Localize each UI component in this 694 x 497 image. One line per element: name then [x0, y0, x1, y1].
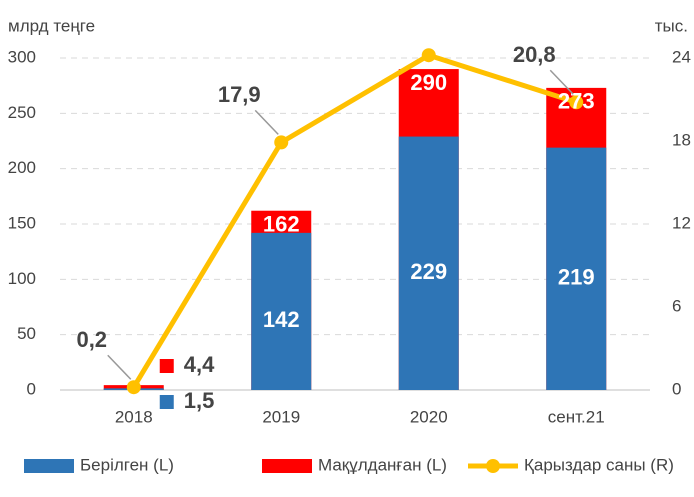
y-tick-label: 250	[8, 103, 36, 122]
legend-key	[262, 459, 312, 473]
y2-tick-label: 18	[672, 130, 691, 149]
x-tick-label: 2020	[410, 407, 448, 426]
x-tick-label: сент.21	[548, 407, 605, 426]
x-tick-label: 2019	[262, 407, 300, 426]
bar	[546, 147, 607, 390]
y2-tick-label: 0	[672, 379, 681, 398]
bar	[398, 136, 459, 390]
y2-axis-label: тыс.	[655, 16, 688, 35]
data-label: 0,2	[76, 327, 107, 352]
data-label: 17,9	[218, 82, 261, 107]
data-label: 20,8	[513, 42, 556, 67]
legend-key	[24, 459, 74, 473]
bar	[251, 232, 312, 390]
line	[131, 52, 578, 389]
label-key	[159, 359, 174, 373]
data-label: 142	[263, 307, 300, 332]
y2-tick-label: 24	[672, 47, 691, 66]
y2-tick-label: 12	[672, 213, 691, 232]
data-label: 1,5	[184, 388, 215, 413]
data-label: 219	[558, 265, 595, 290]
y-tick-label: 100	[8, 269, 36, 288]
data-label: 4,4	[184, 352, 215, 377]
line-marker	[274, 135, 289, 150]
x-tick-label: 2018	[115, 407, 153, 426]
y-tick-label: 300	[8, 47, 36, 66]
legend-key	[486, 459, 500, 473]
y2-tick-label: 6	[672, 296, 681, 315]
data-label: 290	[410, 70, 447, 95]
label-key	[159, 395, 174, 409]
y-tick-label: 200	[8, 158, 36, 177]
data-label: 162	[263, 212, 300, 237]
line-marker	[569, 95, 584, 110]
data-label: 229	[410, 259, 447, 284]
legend-label: Берілген (L)	[80, 455, 174, 474]
leader-line	[107, 354, 132, 380]
data-label: 273	[558, 89, 595, 114]
legend-label: Мақұлданған (L)	[318, 455, 447, 474]
y-axis-label: млрд теңге	[8, 16, 95, 35]
y-tick-label: 50	[17, 324, 36, 343]
line-marker	[421, 48, 436, 63]
y-tick-label: 150	[8, 213, 36, 232]
legend-label: Қарыздар саны (R)	[524, 455, 674, 474]
line-marker	[126, 380, 141, 395]
y-tick-label: 0	[27, 379, 36, 398]
leader-line	[549, 69, 574, 95]
leader-line	[254, 109, 279, 135]
